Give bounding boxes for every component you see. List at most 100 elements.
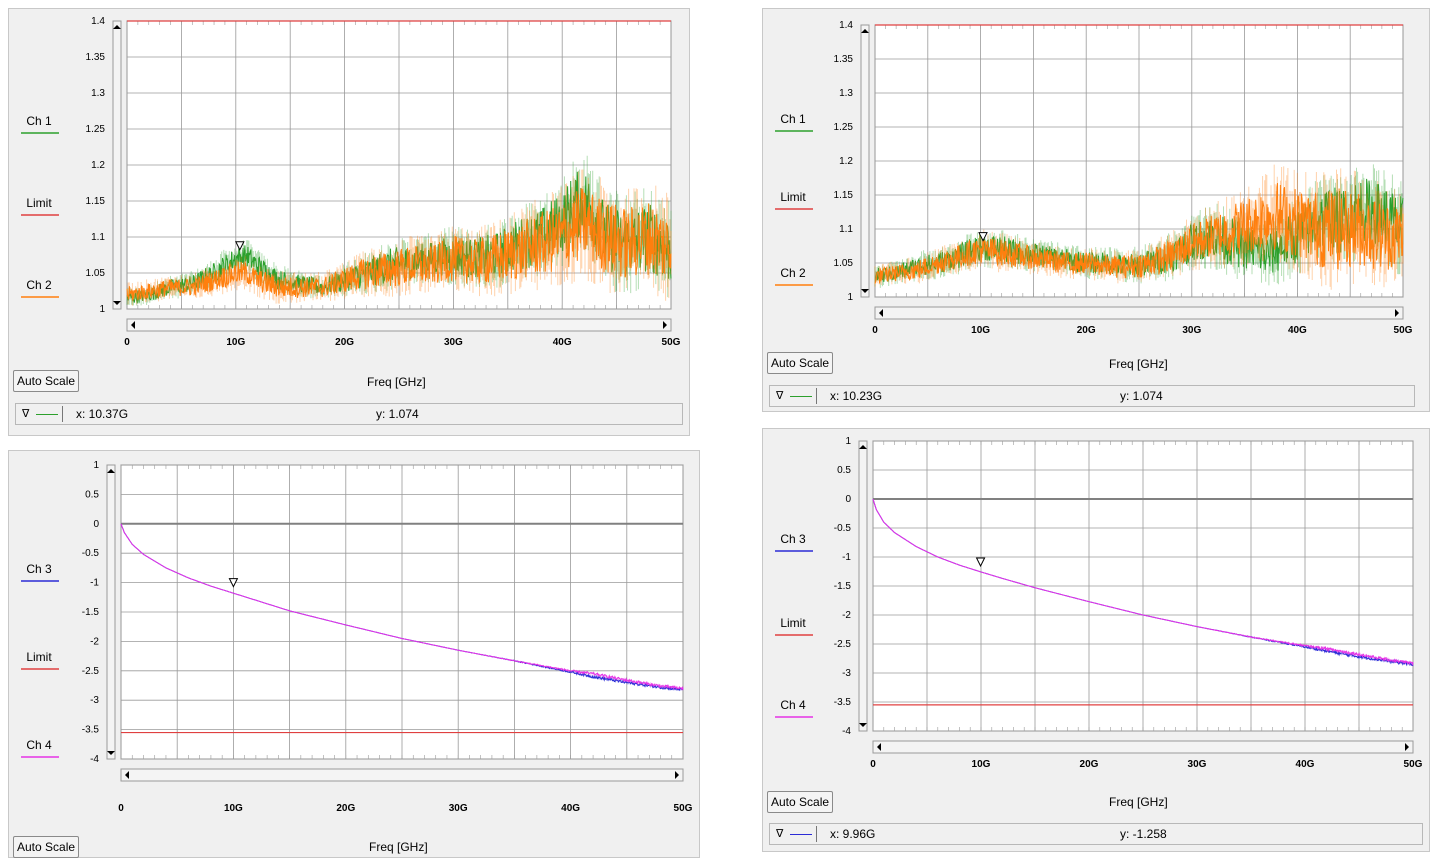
divider	[816, 388, 817, 404]
series-line-ch2	[874, 183, 1404, 284]
legend-label: Ch 1	[26, 114, 52, 128]
x-tick-label: 0	[872, 325, 878, 336]
x-tick-label: 10G	[971, 325, 990, 336]
h-scrollbar	[874, 306, 1404, 320]
y-tick-label: 1	[845, 436, 851, 447]
panel-top-right: Ch 1 Limit Ch 2 1.4 1.35 1.3 1.25 1.2 1.15 1.1 1.0…	[762, 8, 1430, 412]
scroll-right-arrow-icon	[1395, 309, 1399, 317]
y-tick-label: 0	[93, 519, 99, 530]
x-tick-label: 20G	[335, 337, 354, 348]
x-tick-label: 50G	[1404, 759, 1423, 770]
y-tick-label: -4	[842, 726, 851, 737]
scroll-down-arrow-icon	[861, 289, 869, 293]
y-tick-label: -0.5	[834, 523, 852, 534]
y-tick-label: 1.2	[91, 160, 105, 171]
x-tick-label: 30G	[449, 803, 468, 814]
x-axis-title: Freq [GHz]	[1109, 795, 1168, 809]
y-tick-label: -2	[842, 610, 851, 621]
v-scrollbar	[106, 464, 116, 760]
marker-readout: ∇ x: 10.23G y: 1.074	[769, 385, 1415, 407]
y-tick-label: -1.5	[82, 607, 100, 618]
marker-triangle-icon	[975, 557, 986, 568]
x-tick-label: 20G	[1077, 325, 1096, 336]
marker-readout: ∇ x: 10.37G y: 1.074	[15, 403, 683, 425]
h-scrollbar	[120, 768, 684, 782]
y-tick-label: -2.5	[834, 639, 852, 650]
y-tick-label: -1	[842, 552, 851, 563]
y-tick-label: 1.1	[91, 232, 105, 243]
y-tick-label: -3	[842, 668, 851, 679]
v-scrollbar	[112, 20, 122, 310]
scroll-left-arrow-icon	[877, 743, 881, 751]
x-tick-label: 40G	[561, 803, 580, 814]
readout-x-value: x: 10.37G	[76, 407, 129, 421]
y-tick-label: -0.5	[82, 548, 100, 559]
scroll-left-arrow-icon	[125, 771, 129, 779]
readout-x-value: x: 10.23G	[830, 389, 883, 403]
x-tick-label: 40G	[1296, 759, 1315, 770]
x-tick-label: 50G	[1394, 325, 1413, 336]
readout-x-value: x: 9.96G	[830, 827, 876, 841]
scroll-down-arrow-icon	[107, 751, 115, 755]
auto-scale-button[interactable]: Auto Scale	[13, 370, 80, 392]
readout-y-value: y: 1.074	[1120, 389, 1163, 403]
x-tick-label: 20G	[1080, 759, 1099, 770]
scroll-up-arrow-icon	[861, 29, 869, 33]
x-tick-label: 40G	[1288, 325, 1307, 336]
v-scrollbar	[860, 24, 870, 298]
h-scrollbar	[872, 740, 1414, 754]
plot-svg: Ch 1 Limit Ch 2 1.4 1.35 1.3 1.25 1.2 1.15 1.1 1.0…	[21, 16, 681, 348]
plot-svg: Ch 3 Limit Ch 4 1 0.5 0 -0.5 -1 -1.5 -2 -2.5 -3 -3.5…	[21, 460, 693, 814]
x-tick-label: 10G	[226, 337, 245, 348]
x-tick-label: 0	[124, 337, 130, 348]
series-line-ch1	[126, 171, 672, 304]
panel-bottom-right: Ch 3 Limit Ch 4 1 0.5 0 -0.5 -1 -1.5 -2 -2.5 -3 -3.5…	[762, 428, 1430, 852]
y-tick-label: 1	[847, 292, 853, 303]
scroll-up-arrow-icon	[107, 469, 115, 473]
y-tick-label: 1.05	[86, 268, 106, 279]
readout-y-value: y: -1.258	[1120, 827, 1167, 841]
legend-label: Ch 3	[26, 562, 52, 576]
y-tick-label: 1.3	[91, 88, 105, 99]
y-tick-label: -4	[90, 754, 99, 765]
readout-y-value: y: 1.074	[376, 407, 419, 421]
auto-scale-button[interactable]: Auto Scale	[767, 352, 834, 374]
divider	[62, 406, 63, 422]
y-tick-label: 1.15	[86, 196, 106, 207]
y-tick-label: 1.35	[86, 52, 106, 63]
legend-label: Limit	[26, 650, 52, 664]
legend-label: Ch 2	[780, 266, 806, 280]
y-tick-label: 1.4	[91, 16, 105, 27]
y-tick-label: 1	[93, 460, 99, 471]
y-tick-label: 1.25	[834, 122, 854, 133]
h-scrollbar	[126, 318, 672, 332]
x-tick-label: 20G	[336, 803, 355, 814]
x-tick-label: 30G	[1188, 759, 1207, 770]
scroll-left-arrow-icon	[879, 309, 883, 317]
y-tick-label: 0.5	[85, 489, 99, 500]
x-axis-title: Freq [GHz]	[1109, 357, 1168, 371]
y-tick-label: 1.05	[834, 258, 854, 269]
y-tick-label: 0	[845, 494, 851, 505]
scroll-right-arrow-icon	[675, 771, 679, 779]
auto-scale-button[interactable]: Auto Scale	[13, 836, 80, 858]
y-tick-label: 1.3	[839, 88, 853, 99]
marker-triangle-icon: ∇	[22, 408, 30, 420]
marker-triangle-icon	[228, 578, 239, 588]
y-tick-label: -3.5	[82, 725, 100, 736]
x-tick-label: 0	[118, 803, 124, 814]
plot-svg: Ch 1 Limit Ch 2 1.4 1.35 1.3 1.25 1.2 1.15 1.1 1.0…	[775, 20, 1413, 336]
y-tick-label: -3.5	[834, 697, 852, 708]
y-tick-label: 1.4	[839, 20, 853, 31]
auto-scale-button[interactable]: Auto Scale	[767, 791, 834, 813]
marker-readout: ∇ x: 9.96G y: -1.258	[769, 823, 1423, 845]
legend-label: Ch 3	[780, 532, 806, 546]
y-tick-label: -2	[90, 636, 99, 647]
scroll-down-arrow-icon	[859, 723, 867, 727]
legend-label: Ch 2	[26, 278, 52, 292]
scroll-right-arrow-icon	[1405, 743, 1409, 751]
x-axis-title: Freq [GHz]	[369, 840, 428, 854]
marker-triangle-icon	[978, 232, 988, 242]
panel-top-left: Ch 1 Limit Ch 2 1.4 1.35 1.3 1.25 1.2 1.15 1.1 1.0…	[8, 8, 690, 436]
legend-label: Ch 4	[26, 738, 52, 752]
